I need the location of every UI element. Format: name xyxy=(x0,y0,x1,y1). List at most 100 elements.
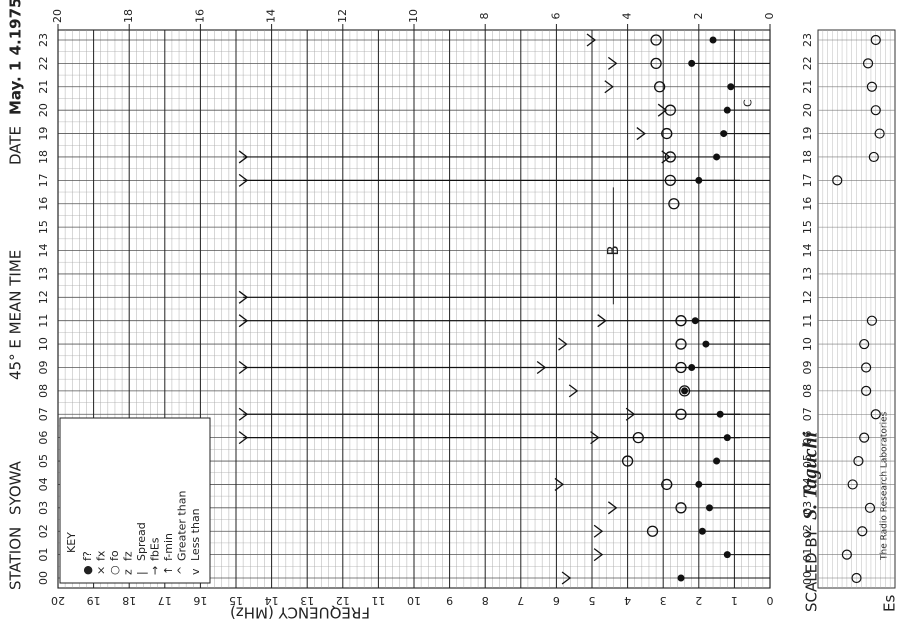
y-tick-label: 12 xyxy=(37,290,50,304)
open-circle xyxy=(678,385,691,397)
open-circle xyxy=(650,34,662,46)
x-tick-label: 4 xyxy=(624,594,631,607)
y-tick-label: 16 xyxy=(37,197,50,211)
dot xyxy=(702,340,710,348)
less-than xyxy=(604,80,614,94)
dot xyxy=(681,387,689,395)
es-circle xyxy=(861,362,872,373)
dot xyxy=(720,130,728,138)
x-tick-label: 10 xyxy=(407,594,421,607)
es-circle xyxy=(847,479,858,490)
top-tick-label: 8 xyxy=(478,13,491,20)
dot xyxy=(723,106,731,114)
open-circle xyxy=(675,502,687,514)
es-hour-label: 14 xyxy=(801,244,814,258)
less-than xyxy=(657,103,668,117)
y-tick-label: 08 xyxy=(37,384,50,398)
greater-than xyxy=(238,314,249,328)
dot xyxy=(723,551,731,559)
signature: S. Taguchi xyxy=(800,431,822,520)
x-tick-label: 11 xyxy=(371,594,385,607)
open-circle xyxy=(653,81,666,93)
top-tick-label: 0 xyxy=(763,13,776,20)
es-circle xyxy=(853,455,864,467)
greater-than xyxy=(238,360,249,374)
top-tick-label: 18 xyxy=(122,9,135,23)
legend-label: fo xyxy=(108,550,121,561)
less-than xyxy=(536,360,547,374)
y-tick-label: 01 xyxy=(37,548,50,562)
es-hour-label: 00 xyxy=(801,571,814,585)
less-than xyxy=(625,407,636,421)
x-tick-label: 0 xyxy=(767,594,774,607)
open-circle xyxy=(661,478,673,491)
x-tick-label: 19 xyxy=(87,594,101,607)
y-tick-label: 18 xyxy=(37,150,50,164)
es-circle xyxy=(870,105,881,116)
y-tick-label: 03 xyxy=(37,501,50,515)
es-circle xyxy=(866,315,878,326)
es-hour-label: 22 xyxy=(801,56,814,70)
open-circle xyxy=(661,127,673,140)
es-circle xyxy=(851,572,862,584)
y-tick-label: 19 xyxy=(37,127,50,141)
x-axis-title: FREQUENCY (MHz) xyxy=(230,604,370,622)
legend-label: Less than xyxy=(189,508,202,561)
y-tick-label: 02 xyxy=(37,524,50,538)
x-tick-label: 7 xyxy=(517,594,524,607)
dot xyxy=(695,480,703,488)
es-hour-label: 16 xyxy=(801,197,814,211)
dot xyxy=(727,83,735,91)
date: May. 1 4.1975 xyxy=(7,0,25,115)
x-tick-label: 15 xyxy=(229,594,243,607)
less-than xyxy=(593,548,604,562)
legend-label: fz xyxy=(122,551,135,561)
x-tick-label: 16 xyxy=(193,594,207,607)
key-symbol: ↑ xyxy=(162,566,175,575)
top-tick-label: 14 xyxy=(265,9,278,23)
open-circle xyxy=(668,198,680,210)
legend-label: Greater than xyxy=(176,491,189,561)
top-tick-label: 20 xyxy=(51,9,64,23)
y-tick-label: 05 xyxy=(37,454,50,468)
annotation: C xyxy=(742,99,755,107)
es-circle xyxy=(859,338,870,350)
key-symbol: z xyxy=(122,569,135,575)
x-tick-label: 2 xyxy=(695,594,702,607)
top-tick-label: 6 xyxy=(549,13,562,20)
es-hour-label: 06 xyxy=(801,431,814,445)
es-hour-label: 02 xyxy=(801,524,814,538)
es-hour-label: 20 xyxy=(801,103,814,117)
key-box xyxy=(59,417,211,584)
legend-label: fbEs xyxy=(149,537,162,561)
y-tick-label: 09 xyxy=(37,360,50,374)
less-than xyxy=(586,33,597,47)
legend-label: fx xyxy=(95,550,108,561)
es-circle xyxy=(841,549,852,560)
legend-label: f-min xyxy=(162,533,175,561)
y-tick-label: 14 xyxy=(37,244,50,258)
key-symbol: ^ xyxy=(176,566,189,575)
x-tick-label: 1 xyxy=(731,594,738,607)
x-tick-label: 6 xyxy=(553,594,560,607)
open-circle xyxy=(650,57,662,70)
y-tick-label: 23 xyxy=(37,33,50,47)
es-hour-label: 07 xyxy=(801,407,814,421)
y-tick-label: 20 xyxy=(37,103,50,117)
dot xyxy=(677,574,685,582)
time-label: 45° E MEAN TIME xyxy=(7,250,25,380)
dot xyxy=(698,527,706,535)
greater-than xyxy=(238,173,249,187)
y-tick-label: 11 xyxy=(37,314,50,328)
y-tick-label: 15 xyxy=(37,220,50,234)
y-tick-label: 21 xyxy=(37,80,50,94)
es-circle xyxy=(857,526,868,537)
less-than xyxy=(558,337,568,351)
es-hour-label: 01 xyxy=(801,548,814,562)
x-tick-label: 18 xyxy=(122,594,136,607)
es-hour-label: 15 xyxy=(801,220,814,234)
y-tick-label: 07 xyxy=(37,407,50,421)
es-circle xyxy=(870,34,881,46)
dot xyxy=(688,59,696,67)
x-tick-label: 13 xyxy=(300,594,314,607)
